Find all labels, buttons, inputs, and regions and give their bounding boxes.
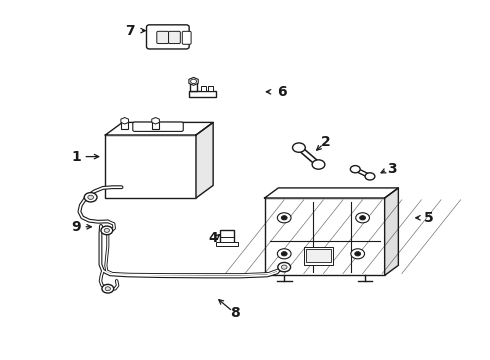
FancyBboxPatch shape — [182, 31, 191, 44]
Polygon shape — [196, 122, 213, 198]
Circle shape — [312, 160, 325, 169]
FancyBboxPatch shape — [133, 122, 183, 131]
Bar — [220, 230, 234, 244]
Bar — [216, 242, 238, 246]
Circle shape — [281, 265, 287, 269]
Text: 4: 4 — [208, 231, 218, 244]
Text: 5: 5 — [424, 211, 434, 225]
Circle shape — [88, 195, 94, 199]
Circle shape — [84, 193, 97, 202]
FancyBboxPatch shape — [147, 25, 189, 49]
Circle shape — [191, 79, 196, 84]
Polygon shape — [265, 188, 398, 198]
Circle shape — [281, 252, 287, 256]
Bar — [190, 83, 197, 91]
Text: 6: 6 — [277, 85, 287, 99]
Circle shape — [351, 249, 365, 259]
Bar — [265, 198, 385, 275]
Text: 3: 3 — [387, 162, 397, 176]
Circle shape — [350, 166, 360, 173]
Text: 9: 9 — [71, 220, 81, 234]
Bar — [306, 249, 331, 262]
Text: 7: 7 — [125, 24, 135, 37]
Circle shape — [101, 226, 113, 235]
Circle shape — [365, 173, 375, 180]
Circle shape — [277, 213, 291, 223]
Circle shape — [104, 229, 109, 232]
Circle shape — [356, 213, 369, 223]
Circle shape — [278, 262, 291, 272]
FancyBboxPatch shape — [169, 31, 180, 44]
Circle shape — [360, 216, 366, 220]
Bar — [152, 122, 159, 130]
Polygon shape — [105, 122, 213, 135]
Text: 1: 1 — [71, 150, 81, 163]
Text: 2: 2 — [321, 135, 331, 149]
Circle shape — [105, 287, 110, 291]
Circle shape — [293, 143, 305, 152]
FancyBboxPatch shape — [157, 31, 169, 44]
Circle shape — [281, 216, 287, 220]
Circle shape — [102, 284, 114, 293]
Bar — [122, 122, 128, 130]
Circle shape — [277, 249, 291, 259]
Bar — [304, 247, 333, 265]
Text: 8: 8 — [230, 306, 240, 320]
Circle shape — [355, 252, 361, 256]
Bar — [105, 135, 196, 198]
Bar — [208, 86, 213, 91]
Polygon shape — [385, 188, 398, 275]
Bar — [201, 86, 206, 91]
Bar — [189, 91, 216, 97]
